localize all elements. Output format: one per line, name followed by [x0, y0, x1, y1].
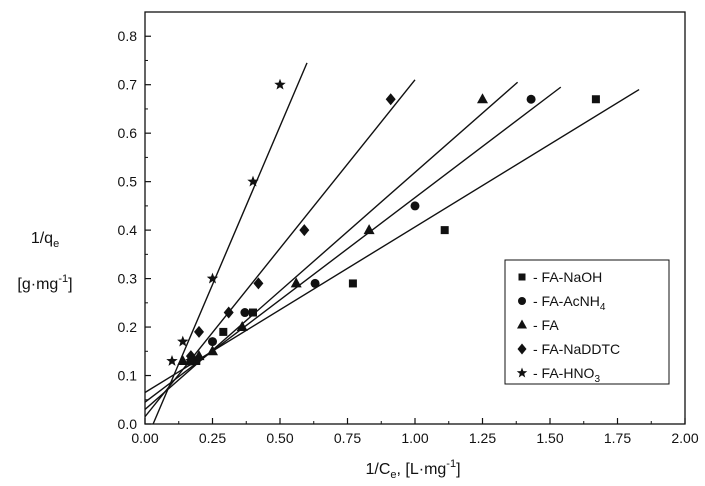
legend-marker-square [518, 273, 526, 281]
legend-label-star: - FA-HNO3 [533, 365, 600, 385]
fit-line-square [145, 88, 640, 394]
fit-line-diamond [145, 79, 416, 418]
y-tick-label: 0.0 [118, 416, 138, 432]
legend-box [504, 259, 670, 385]
data-point-triangle [193, 350, 205, 361]
data-point-triangle [363, 224, 375, 235]
data-point-triangle [477, 93, 488, 104]
x-tick-label: 1.50 [536, 430, 563, 446]
data-point-triangle [177, 354, 189, 365]
data-point-square [219, 327, 228, 336]
y-tick-label: 0.5 [118, 174, 138, 190]
data-point-diamond [223, 306, 234, 319]
data-point-star [274, 78, 286, 90]
x-tick-label: 0.75 [334, 430, 361, 446]
data-point-circle [526, 94, 536, 104]
y-axis-title-line2: [g·mg-1] [17, 273, 72, 293]
data-point-star [206, 272, 219, 284]
legend-marker-diamond [517, 343, 527, 355]
data-point-triangle [236, 321, 248, 332]
x-tick-label: 0.25 [199, 430, 226, 446]
legend-marker-triangle [517, 319, 527, 329]
data-point-star [247, 175, 259, 187]
data-point-star [166, 354, 178, 366]
data-point-square [591, 95, 600, 104]
data-markers [166, 78, 600, 366]
legend: - FA-NaOH - FA-AcNH4 - FA - FA-NaDDTC - FA-H… [504, 259, 670, 385]
fit-line-triangle [145, 81, 519, 410]
y-tick-label: 0.8 [118, 28, 138, 44]
data-point-square [348, 279, 357, 288]
data-point-diamond [253, 277, 264, 290]
data-point-circle [208, 337, 217, 347]
y-tick-label: 0.7 [118, 77, 138, 93]
y-tick-label: 0.2 [118, 319, 138, 335]
legend-marker-star [516, 367, 528, 378]
legend-label-diamond: - FA-NaDDTC [533, 341, 620, 357]
x-tick-label: 2.00 [671, 430, 698, 446]
y-axis-title-line1: 1/qe [31, 230, 59, 250]
x-tick-label: 0.00 [131, 430, 158, 446]
data-point-diamond [194, 325, 204, 338]
x-tick-label: 1.25 [469, 430, 496, 446]
data-point-diamond [385, 93, 396, 106]
x-axis-title: 1/Ce, [L·mg-1] [365, 458, 460, 481]
x-tick-label: 1.00 [401, 430, 428, 446]
y-tick-label: 0.4 [118, 222, 138, 238]
data-point-circle [240, 308, 250, 318]
data-point-diamond [299, 224, 310, 237]
y-tick-label: 0.1 [118, 368, 138, 384]
legend-label-circle: - FA-AcNH4 [533, 293, 606, 313]
legend-marker-circle [518, 297, 526, 305]
y-tick-label: 0.6 [118, 125, 138, 141]
legend-label-triangle: - FA [533, 317, 559, 333]
data-point-square [249, 308, 257, 317]
legend-label-square: - FA-NaOH [533, 269, 602, 285]
x-axis-ticks: 0.00 0.25 0.50 0.75 1.00 1.25 1.50 1.75 2.00 [131, 418, 699, 446]
data-point-circle [310, 278, 320, 288]
y-axis-ticks: 0.0 0.1 0.2 0.3 0.4 0.5 0.6 0.7 0.8 [118, 28, 151, 432]
x-tick-label: 1.75 [604, 430, 631, 446]
data-point-triangle [207, 345, 218, 356]
data-point-square [440, 226, 449, 235]
data-point-triangle [290, 277, 302, 288]
data-point-star [185, 354, 197, 366]
data-point-square [192, 356, 201, 365]
data-point-star [177, 335, 189, 347]
x-tick-label: 0.50 [266, 430, 293, 446]
y-tick-label: 0.3 [118, 271, 138, 287]
data-point-circle [410, 201, 420, 211]
legend-items: - FA-NaOH - FA-AcNH4 - FA - FA-NaDDTC - FA-H… [516, 269, 620, 385]
